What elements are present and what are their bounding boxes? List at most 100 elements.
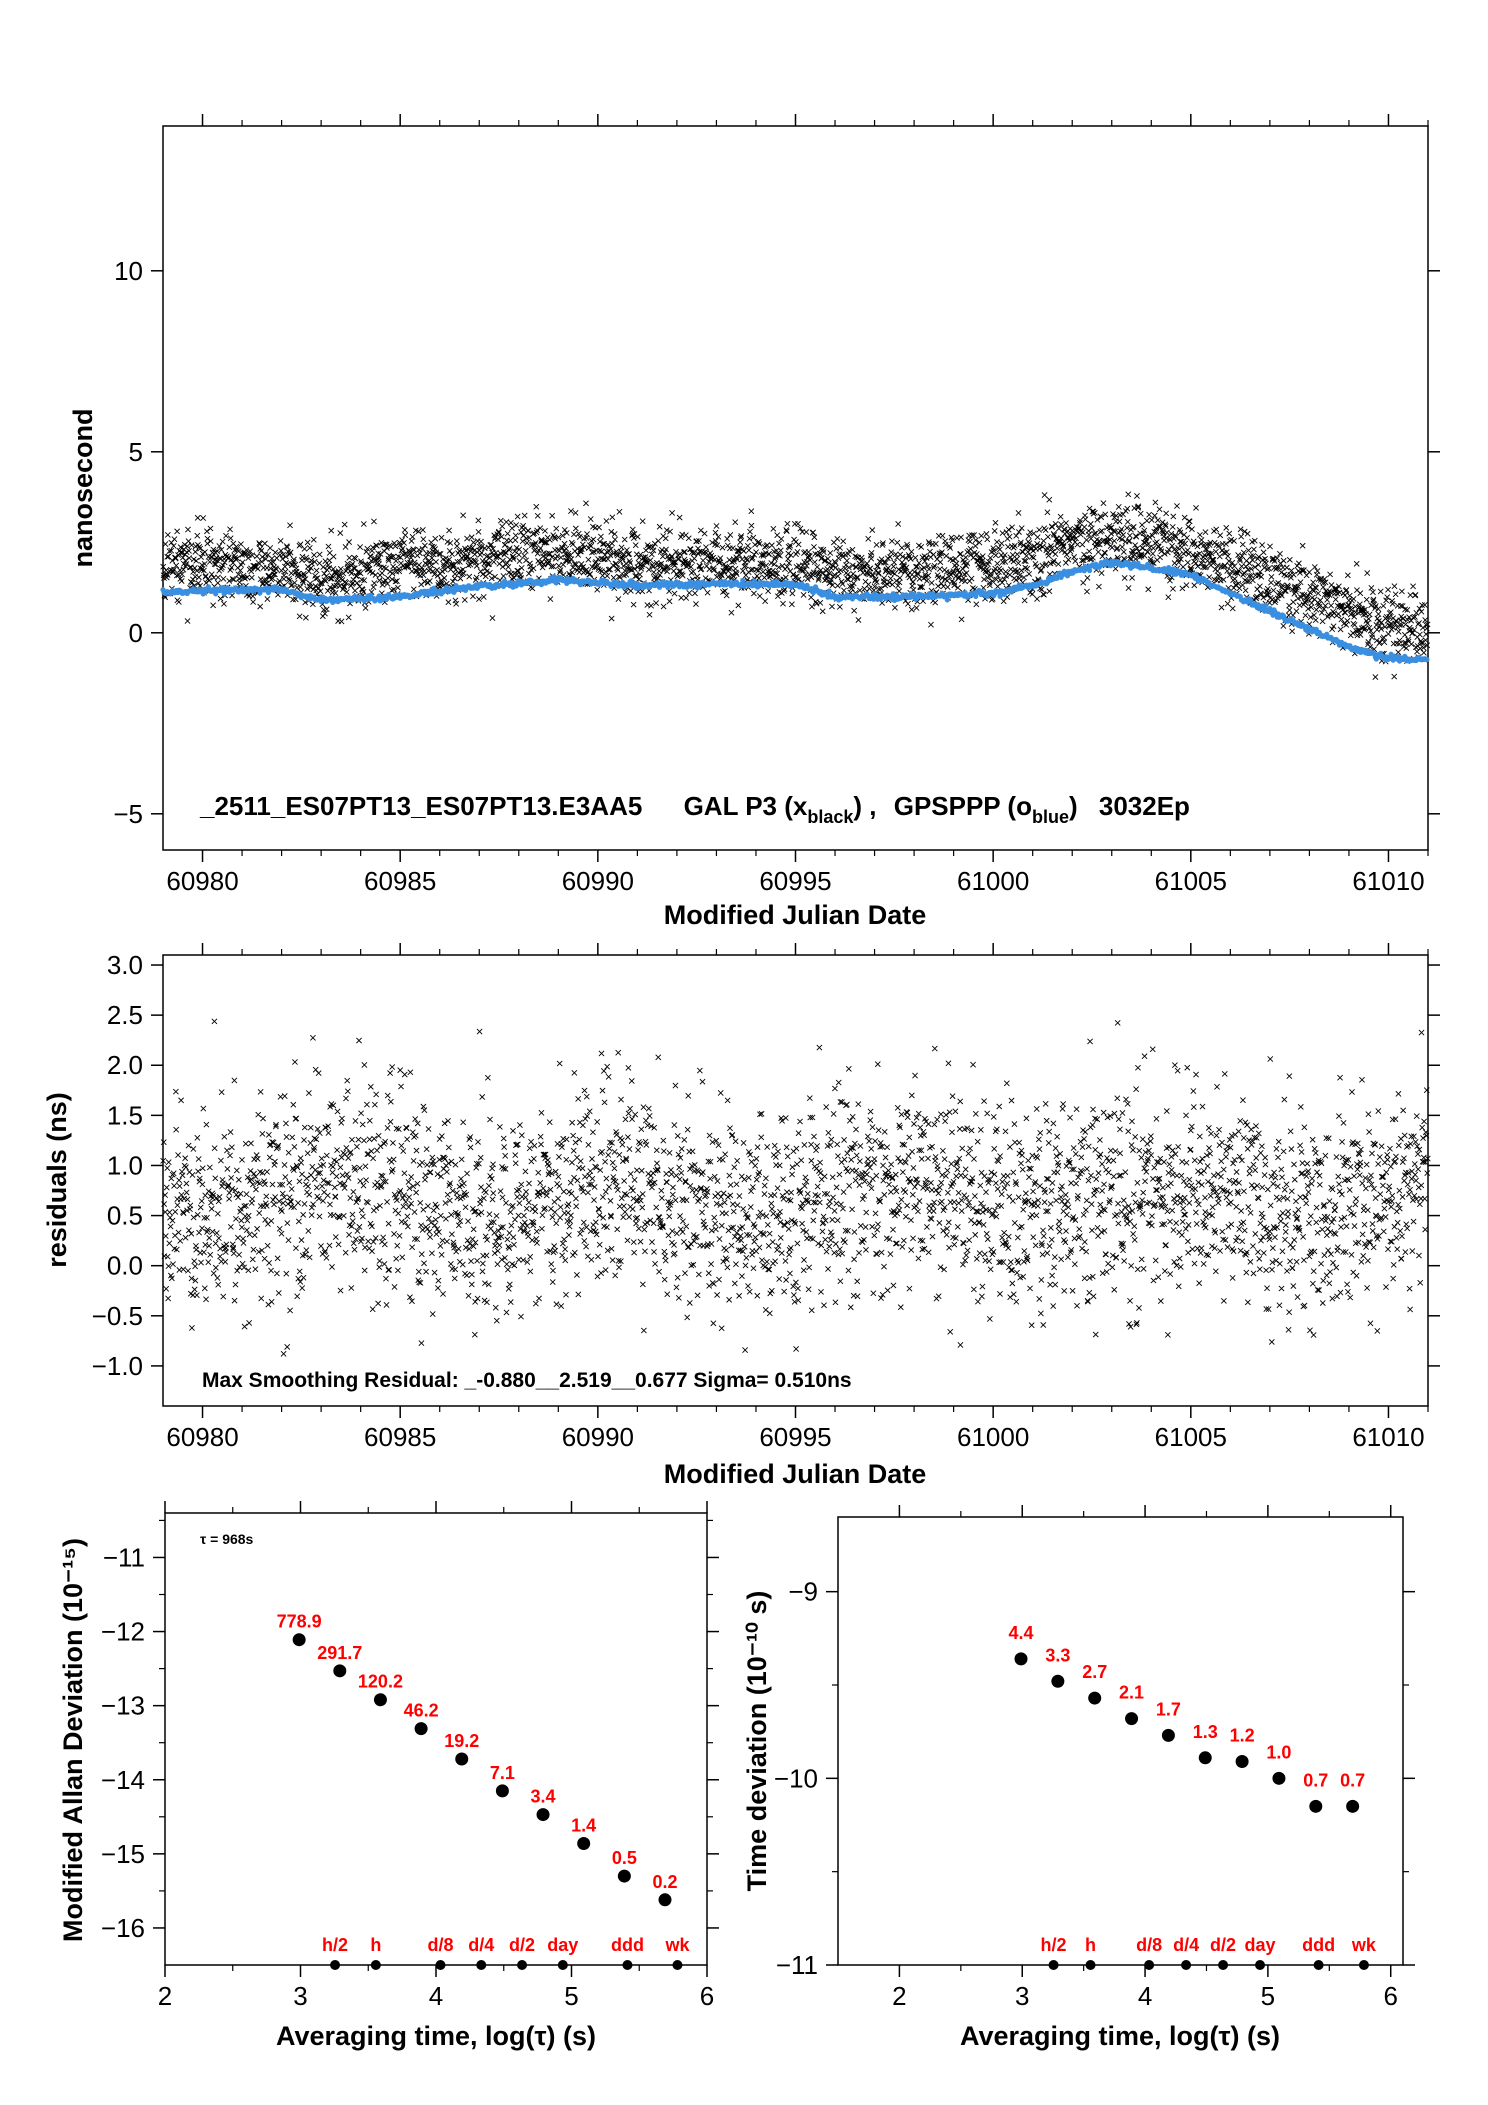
- data-point: [998, 540, 1005, 547]
- data-point: [361, 1137, 367, 1144]
- data-point: [932, 540, 939, 547]
- data-point: [1094, 516, 1101, 523]
- data-point: [281, 1162, 288, 1168]
- data-point: [214, 579, 221, 586]
- data-point: [1080, 579, 1087, 586]
- data-point: [516, 546, 523, 553]
- data-point: [438, 1251, 445, 1258]
- data-point: [1150, 545, 1157, 552]
- data-point: [175, 552, 181, 558]
- data-point: [319, 1183, 325, 1190]
- data-point: [510, 556, 517, 562]
- data-point: [202, 573, 209, 579]
- data-point: [276, 1225, 283, 1232]
- data-point: [717, 555, 724, 562]
- data-point: [313, 1136, 320, 1143]
- y-tick-label: −1.0: [92, 1351, 143, 1381]
- data-point: [580, 564, 587, 570]
- data-point: [384, 580, 391, 587]
- data-point: [384, 1092, 391, 1099]
- data-point: [401, 539, 407, 546]
- data-point: [227, 1223, 234, 1230]
- data-point: [431, 1269, 438, 1276]
- data-point: [1169, 523, 1176, 530]
- data-point: [405, 1179, 412, 1185]
- data-point: [248, 574, 255, 581]
- data-point: [486, 561, 493, 567]
- data-point: [1184, 534, 1190, 541]
- data-point: [1289, 628, 1296, 635]
- data-point: [1009, 524, 1016, 531]
- data-point: [271, 1201, 277, 1208]
- data-point: [631, 566, 638, 572]
- timeseries-panel: 60980 60985 60990 60995 61000 61005 61010−5051…: [68, 114, 1440, 930]
- data-point: [264, 1168, 270, 1175]
- data-point: [638, 565, 645, 572]
- data-point: [302, 599, 309, 606]
- x-tick-label: 60995: [759, 866, 831, 896]
- data-point: [223, 532, 229, 539]
- data-point: [266, 1154, 273, 1161]
- data-point: [1036, 545, 1043, 552]
- data-point: [448, 1231, 455, 1238]
- data-point: [1026, 570, 1033, 577]
- data-point: [249, 1256, 256, 1263]
- data-point: [597, 567, 604, 574]
- data-point: [1218, 604, 1225, 611]
- data-point: [364, 545, 371, 552]
- data-point: [497, 517, 504, 524]
- data-point: [1013, 532, 1020, 539]
- data-point: [678, 594, 685, 601]
- data-point: [470, 539, 477, 546]
- data-point: [165, 1263, 172, 1270]
- data-point: [212, 1264, 219, 1271]
- data-point: [594, 586, 601, 593]
- data-point: [686, 590, 693, 596]
- data-point: [610, 574, 617, 581]
- data-point: [1212, 548, 1219, 555]
- data-point: [295, 570, 302, 577]
- data-point: [278, 1230, 285, 1237]
- data-point: [244, 574, 251, 581]
- data-point: [473, 562, 480, 569]
- data-point: [347, 1195, 354, 1201]
- data-point: [1183, 582, 1190, 589]
- data-point: [753, 549, 759, 556]
- data-point: [337, 530, 344, 536]
- data-point: [1193, 504, 1199, 511]
- data-point: [438, 577, 445, 584]
- data-point: [627, 560, 634, 566]
- data-point: [1194, 543, 1201, 550]
- data-point: [1421, 602, 1428, 608]
- data-point: [200, 567, 207, 574]
- data-point: [208, 571, 215, 578]
- data-point: [349, 1211, 356, 1218]
- data-point: [609, 514, 616, 521]
- data-point: [358, 1207, 365, 1214]
- data-point: [202, 549, 208, 555]
- data-point: [396, 565, 402, 572]
- data-point: [344, 1077, 351, 1084]
- data-point: [991, 527, 998, 534]
- data-point: [371, 580, 378, 587]
- data-point: [607, 546, 614, 553]
- data-point: [660, 567, 667, 574]
- data-point: [227, 535, 234, 542]
- data-point: [445, 1144, 452, 1151]
- y-tick-label: 3.0: [107, 950, 143, 980]
- data-point: [1034, 596, 1040, 602]
- data-point: [179, 1172, 186, 1179]
- data-point-blue: [1087, 567, 1093, 574]
- data-point: [287, 1307, 294, 1314]
- data-point: [1370, 589, 1376, 596]
- data-point: [994, 560, 1001, 567]
- data-point: [300, 1211, 307, 1218]
- data-point: [362, 1244, 368, 1251]
- data-point: [1121, 575, 1128, 581]
- data-point: [193, 567, 200, 574]
- data-point: [387, 1118, 394, 1125]
- data-point: [1392, 591, 1399, 598]
- data-point: [293, 1245, 299, 1252]
- data-point: [891, 559, 898, 566]
